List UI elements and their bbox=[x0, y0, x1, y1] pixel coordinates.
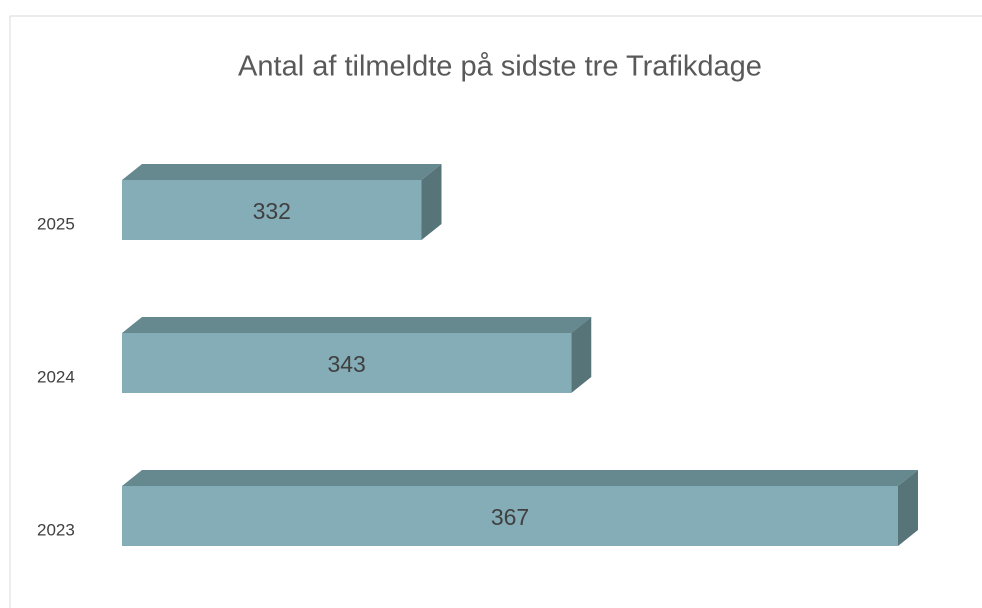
y-tick-label: 2023 bbox=[37, 520, 75, 539]
bar-top bbox=[122, 470, 918, 486]
bar-top bbox=[122, 164, 442, 180]
bar-side bbox=[421, 164, 442, 240]
bar bbox=[122, 486, 898, 546]
y-tick-label: 2024 bbox=[37, 367, 75, 386]
value-label: 332 bbox=[253, 198, 291, 224]
bar-top bbox=[122, 317, 592, 333]
chart-title: Antal af tilmeldte på sidste tre Trafikd… bbox=[238, 51, 762, 83]
value-label: 367 bbox=[491, 504, 529, 530]
bar bbox=[122, 180, 422, 240]
y-tick-label: 2025 bbox=[37, 214, 75, 233]
value-label: 343 bbox=[327, 351, 365, 377]
bar bbox=[122, 333, 572, 393]
bar-side bbox=[898, 470, 918, 546]
bar-side bbox=[571, 317, 592, 393]
